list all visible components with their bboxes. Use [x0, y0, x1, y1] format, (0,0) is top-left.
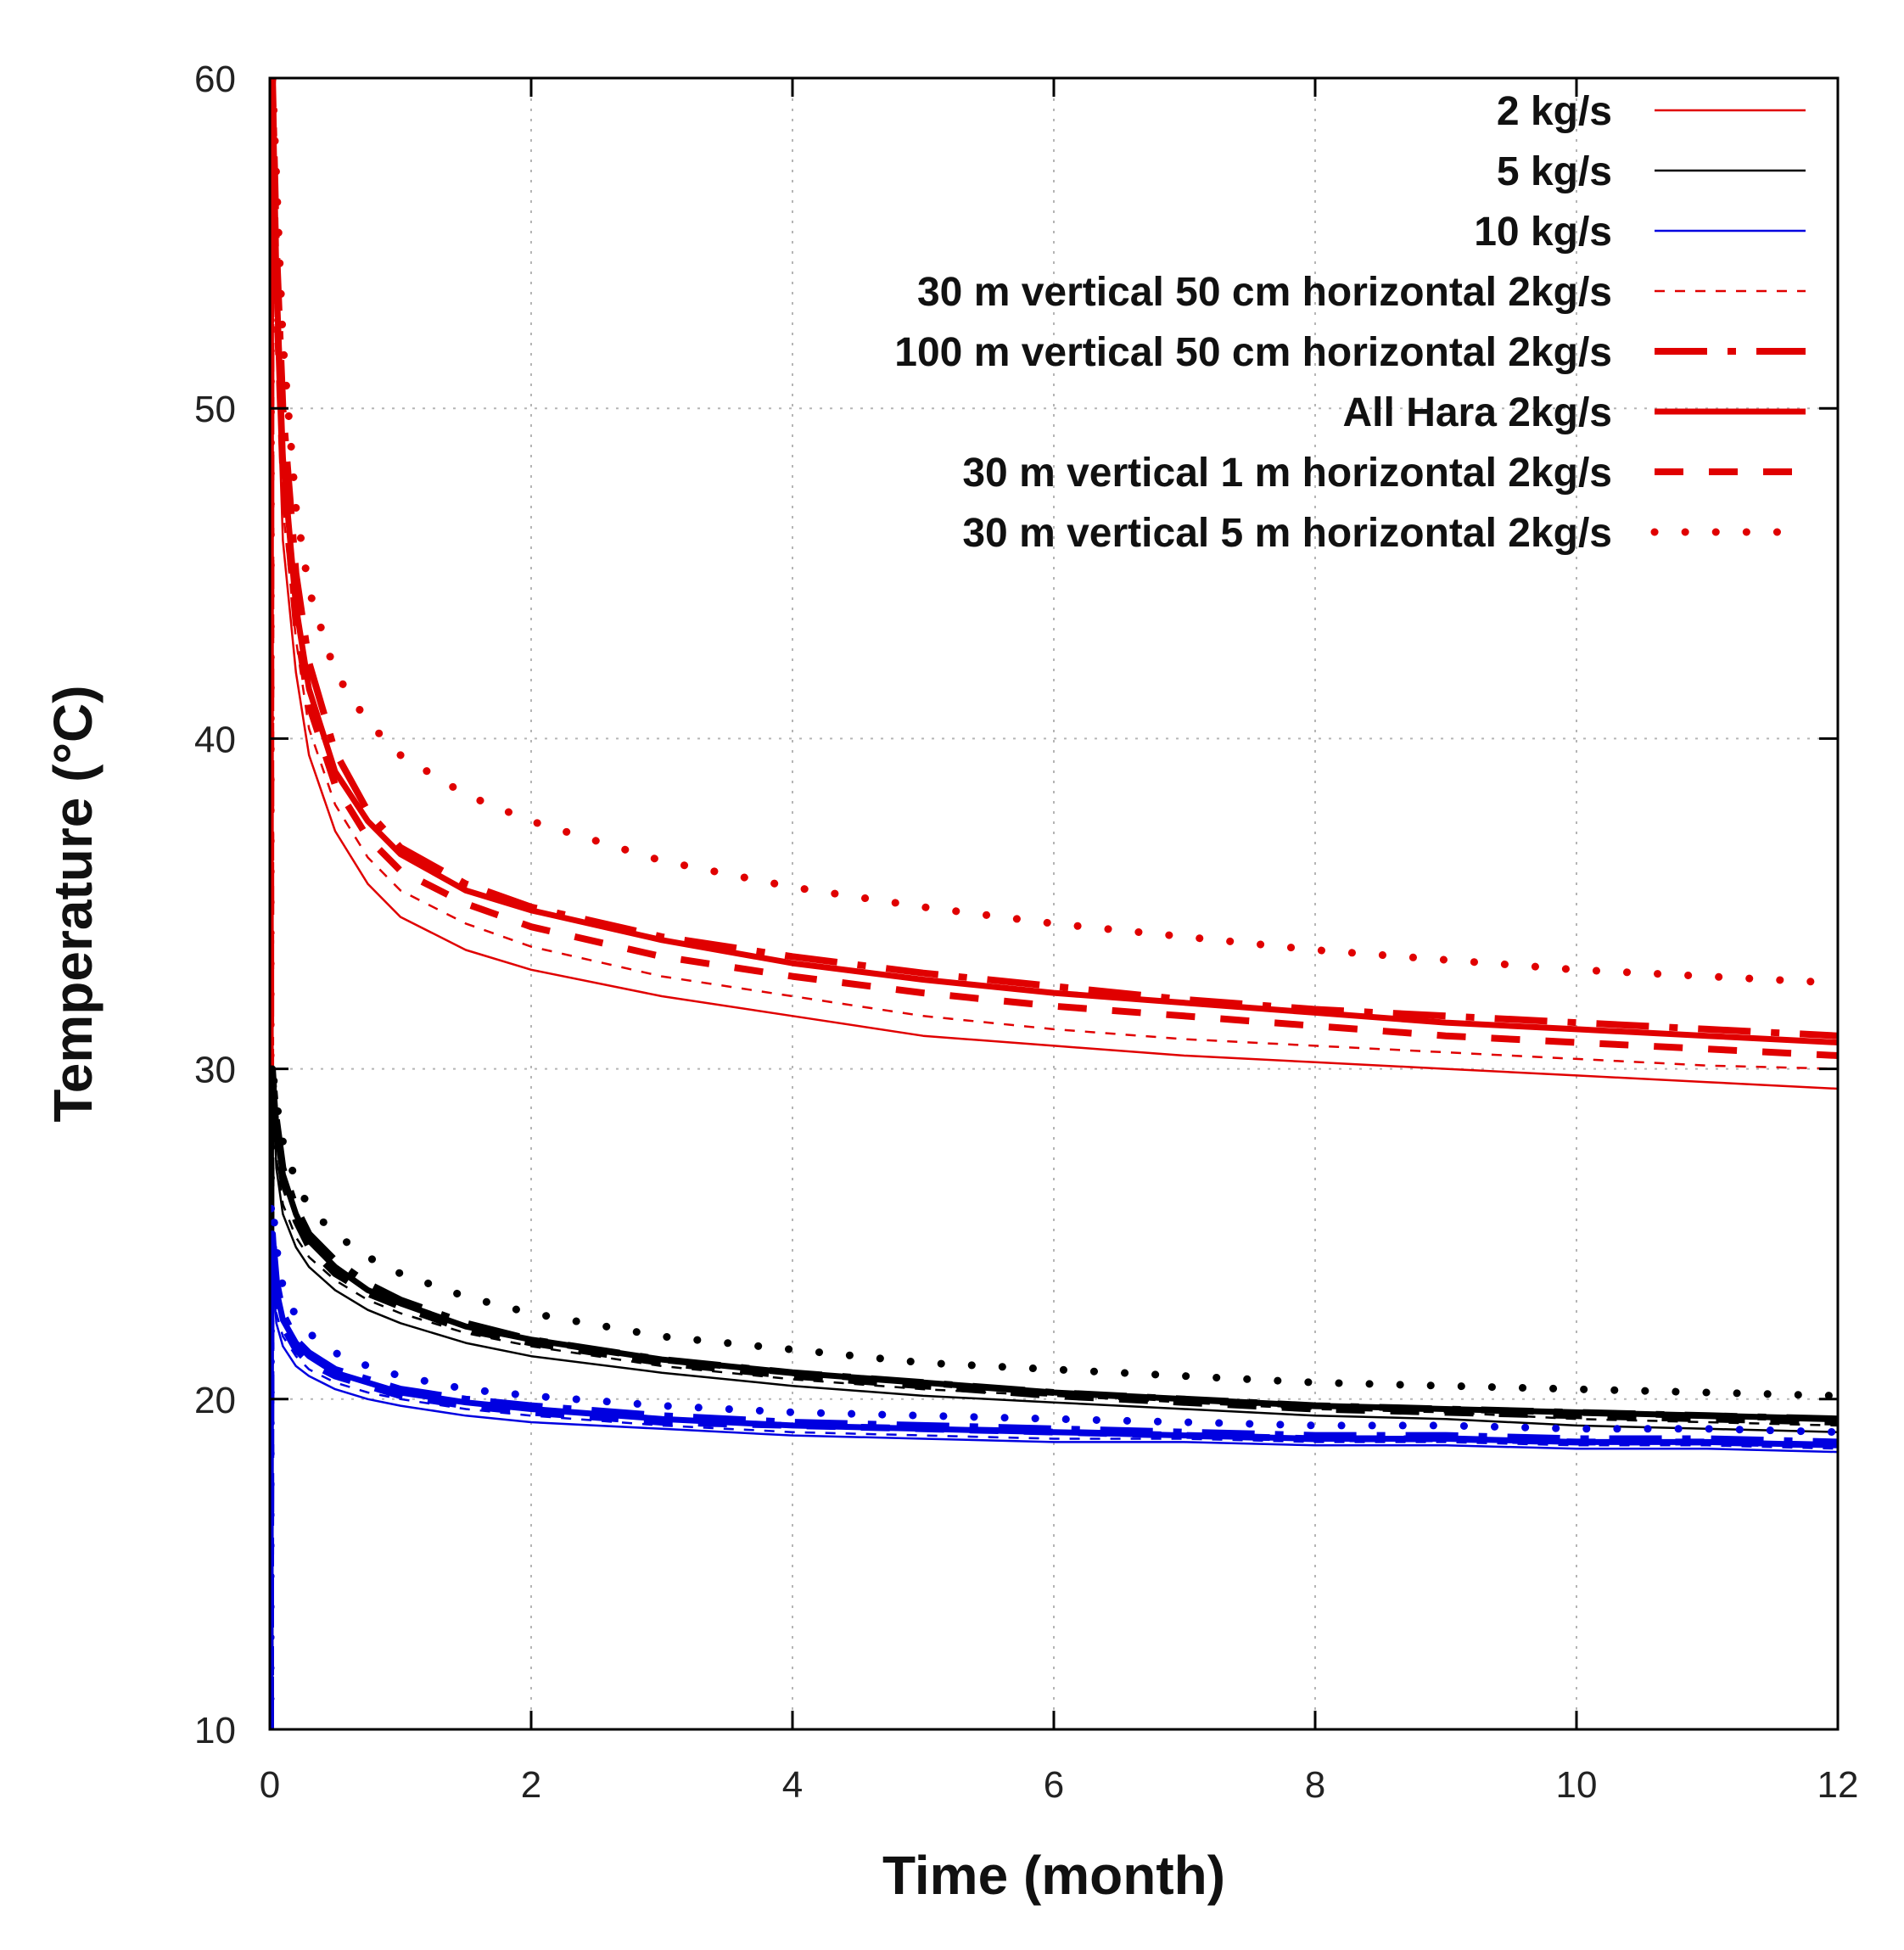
y-tick-label: 20: [194, 1380, 236, 1421]
x-tick-label: 6: [1044, 1764, 1064, 1806]
legend-label: 5 kg/s: [1497, 149, 1612, 194]
series-line-1-long-dash: [270, 1065, 1838, 1729]
x-tick-label: 0: [260, 1764, 280, 1806]
series-line-0-dotted: [270, 78, 1838, 1729]
x-tick-label: 4: [782, 1764, 803, 1806]
legend: 2 kg/s 5 kg/s 10 kg/s 30 m vertical 50 cm h…: [894, 89, 1810, 556]
series-line-0-long-dash: [270, 78, 1838, 1729]
y-tick-label: 60: [194, 59, 236, 100]
y-tick-label: 50: [194, 389, 236, 430]
x-tick-label: 2: [521, 1764, 541, 1806]
series-lines: [270, 78, 1838, 1729]
legend-label: 10 kg/s: [1474, 210, 1612, 255]
y-axis-title: Temperature (°C): [42, 685, 104, 1122]
series-line-2-thin-solid: [270, 1265, 1838, 1729]
legend-label: All Hara 2kg/s: [1343, 390, 1612, 435]
series-line-0-thick-solid: [270, 78, 1838, 1729]
y-tick-label: 40: [194, 719, 236, 760]
axis-ticks: 0 2 4 6 8 10 12 10 20 30 40 50 60: [194, 59, 1858, 1806]
series-line-2-long-dash: [270, 1230, 1838, 1729]
legend-label: 30 m vertical 50 cm horizontal 2kg/s: [917, 270, 1612, 315]
legend-label: 30 m vertical 1 m horizontal 2kg/s: [962, 451, 1612, 496]
x-tick-label: 10: [1556, 1764, 1598, 1806]
legend-label: 100 m vertical 50 cm horizontal 2kg/s: [894, 330, 1612, 375]
x-tick-label: 12: [1817, 1764, 1859, 1806]
series-line-0-dash-dot: [270, 78, 1838, 1729]
x-tick-label: 8: [1305, 1764, 1325, 1806]
y-tick-label: 30: [194, 1050, 236, 1091]
legend-label: 2 kg/s: [1497, 89, 1612, 134]
series-line-1-thin-solid: [270, 1067, 1838, 1729]
legend-label: 30 m vertical 5 m horizontal 2kg/s: [962, 511, 1612, 556]
x-axis-title: Time (month): [882, 1845, 1225, 1906]
grid-lines: [270, 78, 1838, 1729]
y-tick-label: 10: [194, 1710, 236, 1751]
series-line-2-thin-dashed: [270, 1265, 1838, 1729]
